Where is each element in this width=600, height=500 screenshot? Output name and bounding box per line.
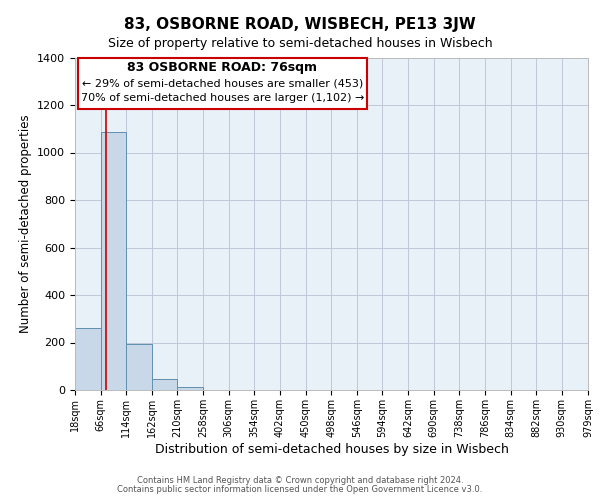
- Text: ← 29% of semi-detached houses are smaller (453): ← 29% of semi-detached houses are smalle…: [82, 78, 363, 88]
- Text: 70% of semi-detached houses are larger (1,102) →: 70% of semi-detached houses are larger (…: [81, 94, 364, 104]
- Bar: [152, 378, 178, 390]
- Bar: [75, 328, 101, 390]
- Bar: [178, 387, 203, 390]
- Bar: [101, 132, 126, 390]
- Text: Contains public sector information licensed under the Open Government Licence v3: Contains public sector information licen…: [118, 484, 482, 494]
- Text: 83, OSBORNE ROAD, WISBECH, PE13 3JW: 83, OSBORNE ROAD, WISBECH, PE13 3JW: [124, 18, 476, 32]
- Text: Size of property relative to semi-detached houses in Wisbech: Size of property relative to semi-detach…: [107, 38, 493, 51]
- X-axis label: Distribution of semi-detached houses by size in Wisbech: Distribution of semi-detached houses by …: [155, 442, 508, 456]
- Bar: [126, 344, 152, 390]
- FancyBboxPatch shape: [77, 58, 367, 109]
- Y-axis label: Number of semi-detached properties: Number of semi-detached properties: [19, 114, 32, 333]
- Text: 83 OSBORNE ROAD: 76sqm: 83 OSBORNE ROAD: 76sqm: [127, 62, 317, 74]
- Text: Contains HM Land Registry data © Crown copyright and database right 2024.: Contains HM Land Registry data © Crown c…: [137, 476, 463, 485]
